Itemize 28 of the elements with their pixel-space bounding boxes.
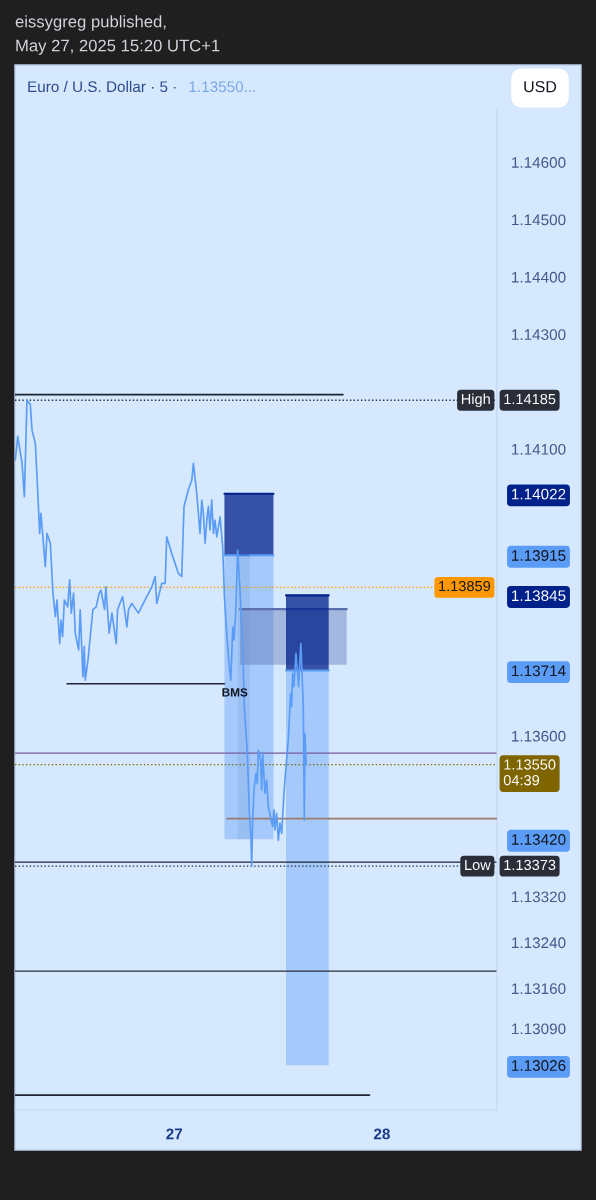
chart-title: Euro / U.S. Dollar · 5 · bbox=[28, 80, 176, 93]
text: 1.13550... bbox=[189, 81, 255, 93]
y-tick-label: 1.13320 bbox=[512, 891, 566, 903]
y-tick-label: 1.13420 bbox=[512, 834, 566, 845]
ref-line-label: High 1.14185 bbox=[461, 393, 556, 408]
ref-line-label: 1.13550 04:39 bbox=[503, 759, 556, 786]
y-tick-label: 1.13714 bbox=[512, 665, 566, 677]
ref-line-label: Low 1.13373 bbox=[465, 859, 556, 871]
y-tick-label: 1.14022 bbox=[512, 488, 566, 500]
y-tick-label: 1.13845 bbox=[512, 590, 566, 602]
y-tick-label: 1.14300 bbox=[512, 329, 566, 341]
text: May 27, 2025 15:20 UTC+1 bbox=[16, 39, 220, 55]
y-tick-label: 1.13240 bbox=[512, 937, 566, 949]
y-tick-label: 1.13600 bbox=[512, 730, 566, 742]
x-tick-label: 28 bbox=[373, 1128, 390, 1140]
y-tick-label: 1.14100 bbox=[512, 443, 566, 455]
y-tick-label: 1.13160 bbox=[512, 983, 566, 995]
text: eissygreg published, bbox=[15, 15, 166, 31]
y-tick-label: 1.14500 bbox=[512, 214, 566, 226]
y-tick-label: 1.13026 bbox=[512, 1060, 566, 1071]
y-tick-label: 1.14400 bbox=[512, 271, 566, 283]
x-tick-label: 27 bbox=[166, 1128, 183, 1140]
y-tick-label: 1.14600 bbox=[512, 157, 566, 168]
text: USD bbox=[524, 80, 557, 93]
y-tick-label: 1.13915 bbox=[512, 550, 566, 561]
annotation: BMS bbox=[222, 688, 248, 697]
y-tick-label: 1.13090 bbox=[512, 1023, 566, 1035]
ref-line-label: 1.13859 bbox=[439, 580, 491, 592]
